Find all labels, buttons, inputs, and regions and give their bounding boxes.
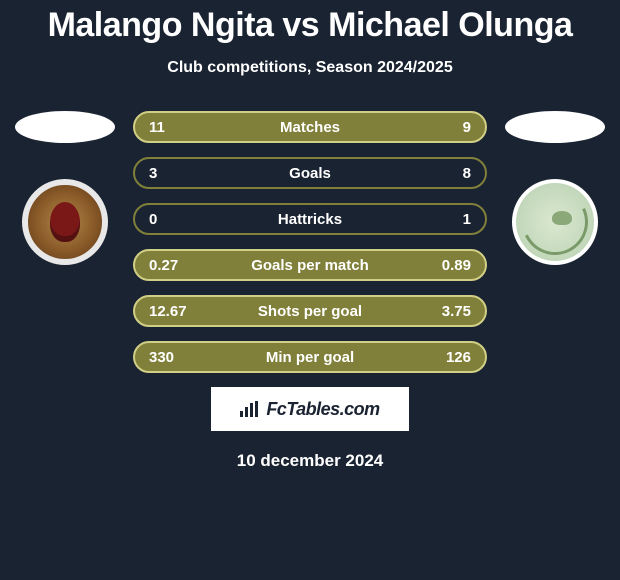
player-left-club-badge (22, 179, 108, 265)
player-left-column (13, 111, 117, 265)
player-right-column (503, 111, 607, 265)
stat-label: Min per goal (193, 349, 427, 366)
stat-label: Hattricks (193, 211, 427, 228)
stat-right-value: 8 (427, 165, 471, 182)
stats-column: 11Matches9 3Goals8 0Hattricks1 0.27Goals pe… (133, 111, 487, 373)
stat-row: 11Matches9 (133, 111, 487, 143)
page-title: Malango Ngita vs Michael Olunga (0, 6, 620, 45)
subtitle: Club competitions, Season 2024/2025 (0, 59, 620, 77)
stat-row: 12.67Shots per goal3.75 (133, 295, 487, 327)
comparison-card: Malango Ngita vs Michael Olunga Club com… (0, 0, 620, 471)
player-right-club-badge (512, 179, 598, 265)
stat-label: Goals (193, 165, 427, 182)
stat-row: 0.27Goals per match0.89 (133, 249, 487, 281)
stat-label: Shots per goal (193, 303, 427, 320)
stat-right-value: 0.89 (427, 257, 471, 274)
stat-label: Matches (193, 119, 427, 136)
brand-logo-text: FcTables.com (266, 399, 379, 420)
stat-right-value: 9 (427, 119, 471, 136)
brand-logo: FcTables.com (211, 387, 409, 431)
bar-chart-icon (240, 401, 260, 417)
date-line: 10 december 2024 (0, 451, 620, 471)
stat-left-value: 0 (149, 211, 193, 228)
player-left-photo-placeholder (15, 111, 115, 143)
stat-left-value: 0.27 (149, 257, 193, 274)
stat-left-value: 3 (149, 165, 193, 182)
stat-row: 3Goals8 (133, 157, 487, 189)
stat-right-value: 3.75 (427, 303, 471, 320)
stat-row: 0Hattricks1 (133, 203, 487, 235)
footer-logo-row: FcTables.com (0, 387, 620, 431)
stat-right-value: 126 (427, 349, 471, 366)
stat-left-value: 330 (149, 349, 193, 366)
stat-right-value: 1 (427, 211, 471, 228)
stat-row: 330Min per goal126 (133, 341, 487, 373)
stat-left-value: 12.67 (149, 303, 193, 320)
main-row: 11Matches9 3Goals8 0Hattricks1 0.27Goals pe… (0, 111, 620, 373)
player-right-photo-placeholder (505, 111, 605, 143)
stat-left-value: 11 (149, 119, 193, 136)
stat-label: Goals per match (193, 257, 427, 274)
